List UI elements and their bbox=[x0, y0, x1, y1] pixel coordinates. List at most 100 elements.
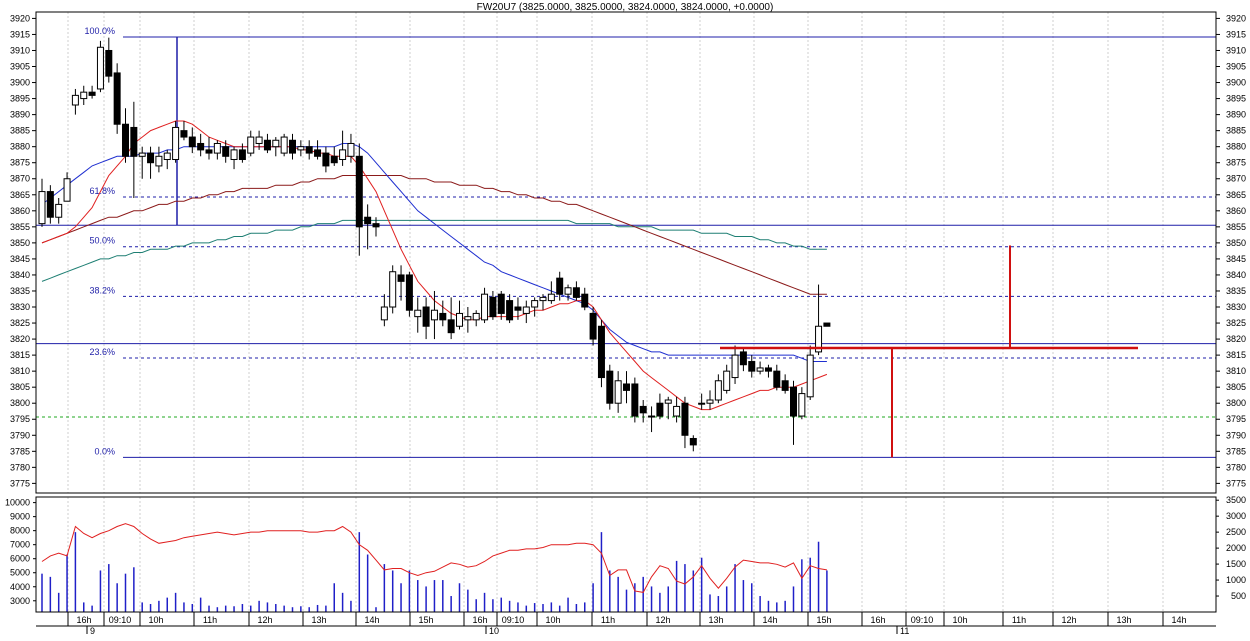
price-label-right: 3835 bbox=[1226, 286, 1246, 296]
price-label-left: 3915 bbox=[10, 29, 30, 39]
candle bbox=[623, 371, 630, 404]
price-label-right: 3790 bbox=[1226, 430, 1246, 440]
price-label-right: 3830 bbox=[1226, 302, 1246, 312]
volume-label-right: 1000 bbox=[1226, 575, 1246, 585]
price-label-left: 3820 bbox=[10, 334, 30, 344]
candle-body-down bbox=[639, 405, 647, 414]
price-label-right: 3905 bbox=[1226, 62, 1246, 72]
price-label-left: 3900 bbox=[10, 78, 30, 88]
volume-panel-frame bbox=[35, 496, 1217, 613]
time-tick-label: 12h bbox=[1061, 615, 1076, 625]
candle-body-down bbox=[681, 402, 689, 436]
candle-body-down bbox=[130, 126, 138, 157]
candle-body-up bbox=[673, 405, 681, 417]
candle-body-down bbox=[180, 130, 188, 138]
price-label-right: 3895 bbox=[1226, 94, 1246, 104]
price-label-right: 3785 bbox=[1226, 446, 1246, 456]
candle bbox=[389, 265, 397, 314]
time-tick-label: 14h bbox=[364, 615, 379, 625]
price-label-left: 3800 bbox=[10, 398, 30, 408]
candle-body-up bbox=[531, 300, 539, 308]
candle-body-down bbox=[46, 191, 54, 218]
candle-body-up bbox=[472, 312, 480, 321]
price-label-left: 3865 bbox=[10, 190, 30, 200]
candle-body-down bbox=[506, 300, 514, 321]
candle bbox=[430, 290, 438, 340]
candle bbox=[80, 85, 88, 105]
price-label-right: 3820 bbox=[1226, 334, 1246, 344]
candle bbox=[698, 393, 706, 410]
volume-label-left: 7000 bbox=[10, 540, 30, 550]
candle-body-down bbox=[781, 380, 789, 391]
candle-body-down bbox=[689, 437, 697, 446]
candle bbox=[706, 390, 714, 410]
candle bbox=[614, 371, 622, 413]
candle-body-down bbox=[422, 306, 430, 327]
candle bbox=[197, 133, 205, 157]
candle bbox=[314, 140, 322, 160]
candle-body-up bbox=[798, 393, 806, 417]
candle bbox=[188, 127, 196, 154]
volume-label-right: 2000 bbox=[1226, 543, 1246, 553]
candle bbox=[606, 364, 614, 410]
candle-body-up bbox=[664, 399, 672, 404]
candle bbox=[589, 307, 597, 346]
price-label-right: 3860 bbox=[1226, 206, 1246, 216]
candle-body-up bbox=[456, 312, 463, 327]
candle-body-down bbox=[364, 216, 372, 225]
price-label-left: 3910 bbox=[10, 45, 30, 55]
fib-label: 100.0% bbox=[84, 26, 115, 36]
price-label-left: 3805 bbox=[10, 382, 30, 392]
time-tick-label: 12h bbox=[655, 615, 670, 625]
candle-body-down bbox=[322, 152, 330, 167]
time-tick-label: 13h bbox=[311, 615, 326, 625]
candle-body-down bbox=[572, 287, 580, 298]
candle bbox=[648, 406, 656, 433]
price-label-left: 3895 bbox=[10, 94, 30, 104]
day-label: 9 bbox=[90, 626, 95, 636]
price-label-left: 3815 bbox=[10, 350, 30, 360]
candle-body-down bbox=[656, 402, 664, 417]
candle-body-up bbox=[806, 354, 814, 398]
candle-body-up bbox=[648, 415, 656, 418]
candle bbox=[213, 140, 221, 160]
price-label-right: 3870 bbox=[1226, 174, 1246, 184]
candle bbox=[673, 396, 681, 423]
price-label-left: 3840 bbox=[10, 270, 30, 280]
candle-body-down bbox=[397, 274, 405, 282]
candle-body-down bbox=[439, 312, 447, 321]
candle bbox=[514, 297, 522, 320]
candle bbox=[46, 185, 54, 224]
candle bbox=[122, 108, 129, 163]
candle-body-down bbox=[589, 312, 597, 340]
candle-body-up bbox=[280, 136, 288, 154]
candle bbox=[456, 300, 463, 330]
candle bbox=[180, 121, 188, 141]
candle-body-up bbox=[547, 293, 555, 302]
candle-body-down bbox=[305, 146, 313, 154]
candle bbox=[364, 204, 372, 250]
candle bbox=[547, 281, 555, 304]
candle bbox=[581, 287, 589, 311]
price-label-left: 3775 bbox=[10, 478, 30, 488]
volume-label-right: 3000 bbox=[1226, 511, 1246, 521]
candle-body-up bbox=[481, 293, 489, 321]
candle-body-up bbox=[339, 149, 347, 161]
candle-body-up bbox=[380, 306, 388, 321]
price-label-left: 3785 bbox=[10, 446, 30, 456]
price-label-right: 3800 bbox=[1226, 398, 1246, 408]
candle bbox=[790, 380, 797, 445]
time-tick-label: 13h bbox=[708, 615, 723, 625]
candle-body-down bbox=[105, 49, 113, 77]
candle-body-up bbox=[815, 325, 823, 353]
price-panel-frame bbox=[35, 11, 1217, 494]
candle bbox=[138, 146, 146, 179]
candle bbox=[739, 348, 747, 372]
candle bbox=[664, 396, 672, 420]
candle-body-up bbox=[172, 126, 180, 161]
price-label-left: 3810 bbox=[10, 366, 30, 376]
candle bbox=[230, 146, 238, 170]
candle bbox=[781, 374, 789, 394]
candle bbox=[280, 133, 288, 157]
